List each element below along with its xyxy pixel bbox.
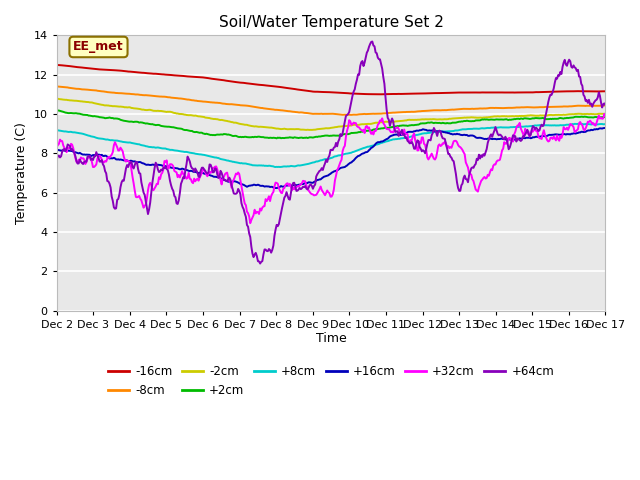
-2cm bbox=[602, 111, 609, 117]
-2cm bbox=[381, 119, 388, 125]
Line: +64cm: +64cm bbox=[57, 42, 605, 264]
+64cm bbox=[591, 99, 598, 105]
-8cm bbox=[314, 111, 321, 117]
Legend: -16cm, -8cm, -2cm, +2cm, +8cm, +16cm, +32cm, +64cm: -16cm, -8cm, -2cm, +2cm, +8cm, +16cm, +3… bbox=[104, 360, 559, 402]
-16cm bbox=[589, 88, 597, 94]
+16cm bbox=[351, 156, 358, 162]
+8cm bbox=[53, 127, 61, 133]
+64cm bbox=[602, 102, 609, 108]
+8cm bbox=[276, 164, 284, 170]
+2cm bbox=[273, 135, 280, 141]
-16cm bbox=[504, 90, 511, 96]
+32cm bbox=[504, 139, 511, 144]
Line: +16cm: +16cm bbox=[57, 128, 605, 188]
+64cm bbox=[256, 261, 264, 266]
-8cm bbox=[317, 111, 324, 117]
+64cm bbox=[505, 146, 513, 152]
Y-axis label: Temperature (C): Temperature (C) bbox=[15, 122, 28, 224]
-16cm bbox=[317, 89, 324, 95]
-2cm bbox=[504, 113, 511, 119]
-8cm bbox=[381, 110, 388, 116]
-2cm bbox=[351, 122, 358, 128]
-8cm bbox=[602, 102, 609, 108]
+2cm bbox=[381, 125, 388, 131]
X-axis label: Time: Time bbox=[316, 333, 346, 346]
+64cm bbox=[315, 170, 323, 176]
+16cm bbox=[504, 136, 511, 142]
+16cm bbox=[53, 147, 61, 153]
+8cm bbox=[351, 148, 358, 154]
+16cm bbox=[318, 176, 326, 181]
-2cm bbox=[315, 126, 323, 132]
Line: +32cm: +32cm bbox=[57, 114, 605, 223]
-8cm bbox=[348, 112, 355, 118]
+64cm bbox=[369, 39, 376, 45]
+8cm bbox=[577, 121, 585, 127]
+8cm bbox=[591, 121, 598, 127]
+32cm bbox=[351, 120, 358, 126]
+2cm bbox=[351, 130, 358, 136]
+8cm bbox=[504, 125, 511, 131]
+64cm bbox=[351, 86, 358, 92]
+16cm bbox=[381, 137, 388, 143]
+32cm bbox=[315, 188, 323, 194]
-2cm bbox=[301, 127, 309, 133]
+16cm bbox=[273, 185, 280, 191]
-16cm bbox=[350, 91, 358, 96]
-8cm bbox=[53, 84, 61, 89]
+8cm bbox=[602, 121, 609, 127]
-16cm bbox=[602, 88, 609, 94]
+2cm bbox=[315, 133, 323, 139]
+32cm bbox=[600, 111, 608, 117]
+8cm bbox=[381, 139, 388, 145]
+8cm bbox=[315, 158, 323, 164]
Line: -16cm: -16cm bbox=[57, 65, 605, 94]
-16cm bbox=[53, 62, 61, 68]
+2cm bbox=[318, 133, 326, 139]
-2cm bbox=[589, 111, 597, 117]
+8cm bbox=[318, 157, 326, 163]
-16cm bbox=[374, 91, 381, 97]
Line: -2cm: -2cm bbox=[57, 98, 605, 130]
Line: -8cm: -8cm bbox=[57, 86, 605, 115]
Line: +2cm: +2cm bbox=[57, 110, 605, 138]
-2cm bbox=[53, 96, 61, 101]
-8cm bbox=[504, 105, 511, 111]
-8cm bbox=[589, 103, 597, 108]
+32cm bbox=[381, 122, 388, 128]
Line: +8cm: +8cm bbox=[57, 124, 605, 167]
+64cm bbox=[318, 165, 326, 171]
+32cm bbox=[53, 144, 61, 150]
+32cm bbox=[246, 220, 254, 226]
+16cm bbox=[315, 177, 323, 183]
+64cm bbox=[381, 95, 389, 100]
+32cm bbox=[602, 113, 609, 119]
+64cm bbox=[53, 157, 61, 163]
+32cm bbox=[318, 187, 326, 193]
-8cm bbox=[351, 112, 358, 118]
+16cm bbox=[602, 125, 609, 131]
+2cm bbox=[504, 117, 511, 123]
-2cm bbox=[318, 126, 326, 132]
+32cm bbox=[589, 120, 597, 126]
+2cm bbox=[53, 107, 61, 113]
+2cm bbox=[602, 114, 609, 120]
-16cm bbox=[314, 89, 321, 95]
Text: EE_met: EE_met bbox=[73, 40, 124, 53]
+2cm bbox=[589, 115, 597, 120]
-16cm bbox=[381, 91, 388, 97]
Title: Soil/Water Temperature Set 2: Soil/Water Temperature Set 2 bbox=[219, 15, 444, 30]
+16cm bbox=[589, 127, 597, 133]
